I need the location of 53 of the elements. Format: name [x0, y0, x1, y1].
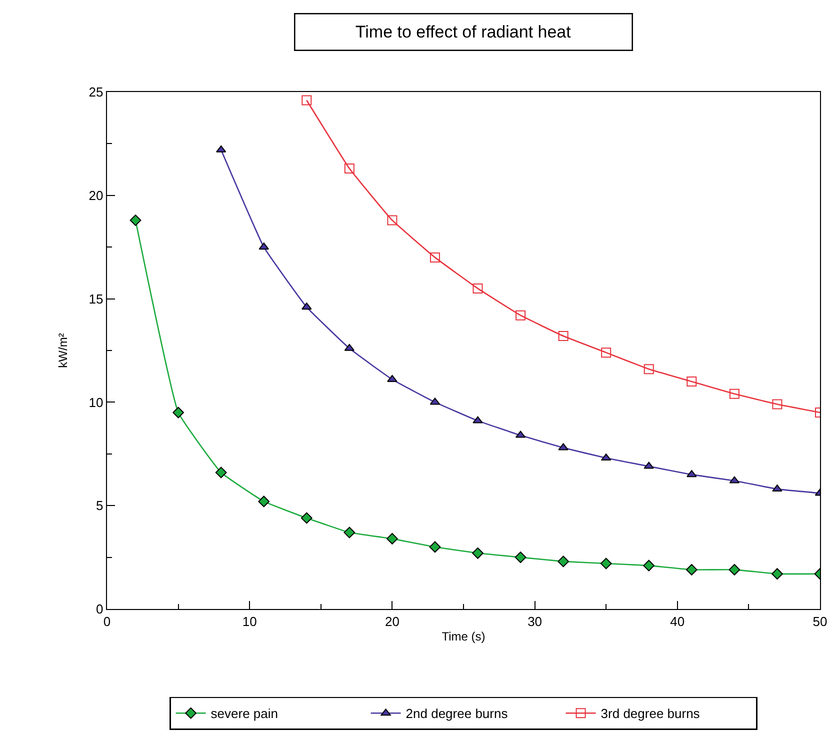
point [643, 560, 655, 572]
x-tick-label: 50 [812, 614, 828, 629]
point [472, 547, 484, 559]
point [772, 399, 782, 410]
point [215, 466, 227, 478]
point [644, 364, 654, 374]
legend-label: severe pain [210, 706, 278, 722]
point [130, 214, 142, 226]
x-axis-title: Time (s) [442, 630, 486, 644]
point [387, 374, 398, 382]
point [472, 416, 483, 424]
point [472, 283, 483, 294]
point [600, 558, 612, 570]
point [772, 484, 782, 492]
point [172, 406, 184, 418]
point [429, 541, 441, 553]
point [430, 252, 440, 262]
point [300, 512, 312, 524]
point [558, 443, 568, 450]
legend-label: 2nd degree burns [406, 706, 508, 722]
point [514, 552, 526, 563]
point [729, 388, 740, 399]
point [686, 564, 698, 576]
point [344, 526, 356, 538]
x-tick-label: 20 [384, 614, 400, 629]
y-tick-label: 0 [96, 602, 104, 617]
point [258, 496, 270, 508]
point [302, 302, 312, 310]
point [558, 331, 568, 342]
point [686, 470, 697, 478]
point [386, 532, 398, 544]
point [601, 348, 612, 358]
point [772, 568, 783, 580]
point [686, 376, 697, 387]
y-tick-label: 5 [96, 498, 104, 514]
point [728, 564, 740, 576]
point [302, 95, 312, 106]
y-tick-label: 25 [88, 84, 104, 100]
x-tick-label: 40 [670, 614, 685, 629]
chart-title: Time to effect of radiant heat [346, 22, 580, 42]
x-tick-label: 30 [528, 614, 542, 629]
point [558, 556, 570, 568]
point [387, 215, 398, 226]
y-tick-label: 15 [88, 291, 104, 306]
x-tick-label: 10 [242, 614, 257, 629]
point [344, 164, 354, 174]
point [644, 462, 654, 469]
y-tick-label: 20 [88, 188, 104, 203]
legend-label: 3rd degree burns [600, 706, 700, 722]
y-axis-title: kW/m² [56, 333, 70, 368]
point [516, 310, 526, 320]
point [258, 242, 269, 250]
y-tick-label: 10 [88, 394, 104, 410]
